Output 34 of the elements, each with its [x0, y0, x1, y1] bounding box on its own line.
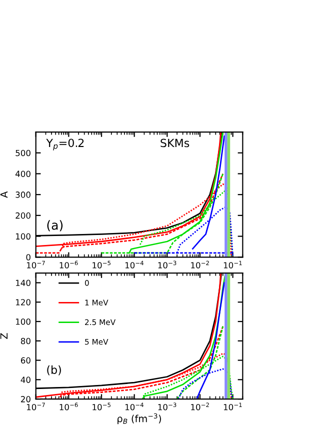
- annotation: Y$_{p}$=0.2: [46, 138, 84, 150]
- annotation: (a): [47, 220, 63, 232]
- y-tick-label: 80: [20, 338, 30, 344]
- x-axis-title: ρ$_{B}$ (fm$^{−3}$): [118, 413, 161, 424]
- x-tick-label: 10$^{−1}$: [224, 402, 242, 410]
- y-tick-label: 20: [21, 396, 30, 402]
- y-axis-title: Z: [0, 333, 8, 339]
- y-tick-label: 400: [15, 170, 30, 178]
- x-tick-label: 10$^{−3}$: [158, 260, 176, 268]
- x-tick-label: 10$^{−7}$: [26, 260, 45, 268]
- x-tick-label: 10$^{−5}$: [92, 402, 110, 410]
- x-tick-label: 10$^{−3}$: [158, 402, 176, 410]
- y-tick-label: 100: [16, 318, 30, 325]
- x-tick-label: 10$^{−6}$: [60, 402, 78, 410]
- x-tick-label: 10$^{−4}$: [125, 260, 144, 268]
- x-tick-label: 10$^{−7}$: [26, 402, 45, 410]
- x-tick-label: 10$^{−4}$: [125, 402, 144, 410]
- annotation: SKMs: [160, 138, 190, 148]
- y-tick-label: 100: [16, 233, 30, 240]
- x-tick-label: 10$^{−2}$: [191, 402, 209, 410]
- x-tick-label: 10$^{−6}$: [60, 260, 78, 268]
- annotation: (b): [47, 365, 61, 376]
- y-tick-label: 40: [20, 376, 30, 383]
- x-tick-label: 10$^{−2}$: [191, 260, 209, 268]
- y-tick-label: 60: [20, 357, 30, 364]
- y-tick-label: 500: [16, 150, 30, 156]
- y-tick-label: 300: [16, 192, 30, 198]
- y-tick-label: 200: [16, 212, 30, 219]
- y-tick-label: 140: [16, 280, 30, 286]
- x-tick-label: 10$^{−5}$: [92, 260, 110, 268]
- y-tick-label: 120: [16, 299, 30, 306]
- y-tick-label: 0: [26, 254, 30, 260]
- x-tick-label: 10$^{−1}$: [224, 260, 242, 268]
- y-axis-title: A: [0, 191, 8, 198]
